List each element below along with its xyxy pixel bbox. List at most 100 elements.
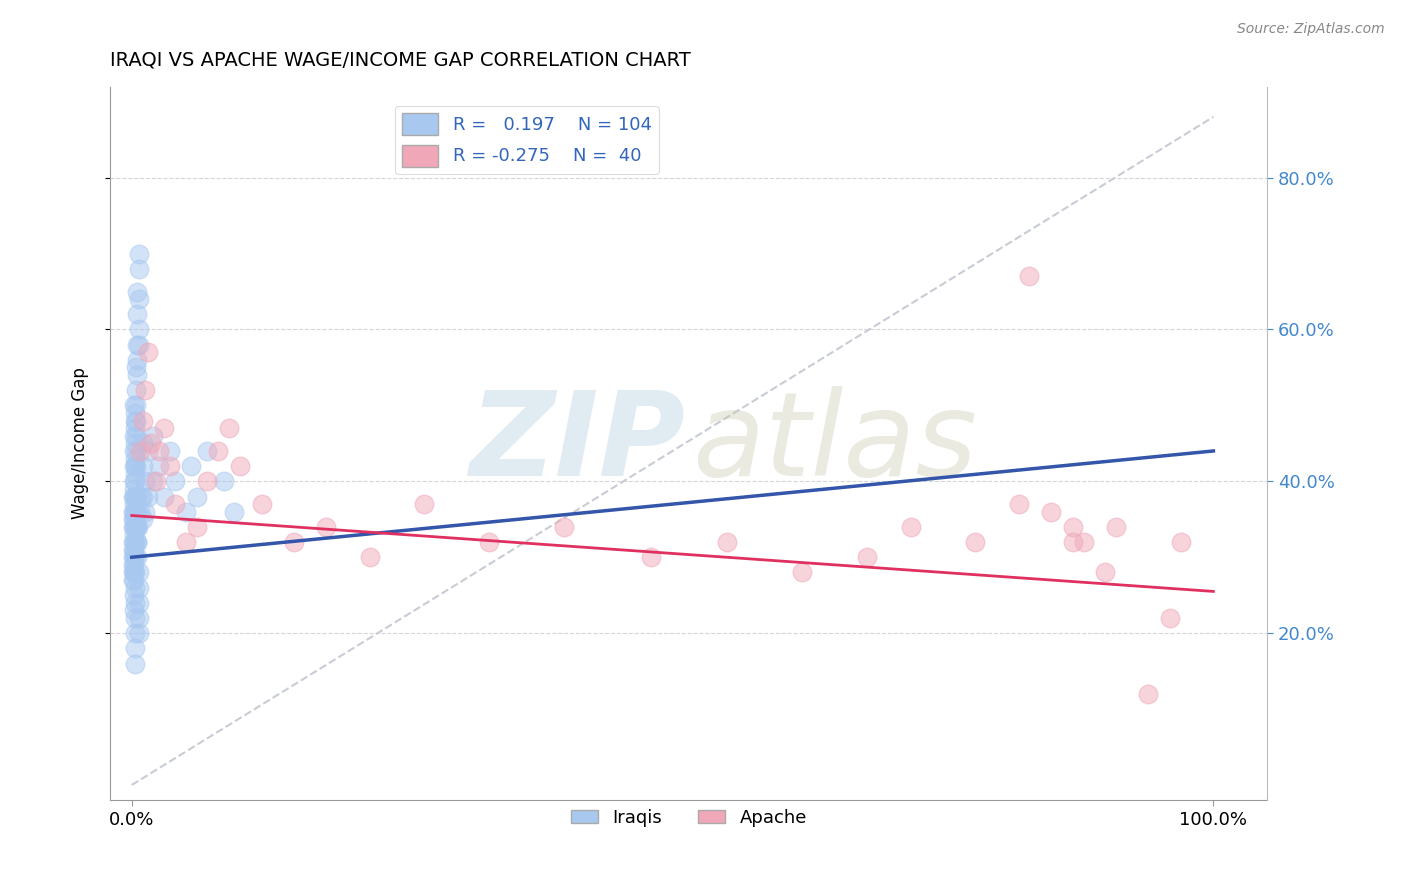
Point bbox=[640, 550, 662, 565]
Point bbox=[478, 535, 501, 549]
Point bbox=[122, 535, 145, 549]
Point bbox=[186, 490, 208, 504]
Point bbox=[124, 520, 146, 534]
Point bbox=[122, 588, 145, 602]
Text: atlas: atlas bbox=[692, 386, 977, 500]
Point bbox=[122, 573, 145, 587]
Point bbox=[122, 444, 145, 458]
Point bbox=[131, 490, 153, 504]
Point bbox=[142, 429, 165, 443]
Y-axis label: Wage/Income Gap: Wage/Income Gap bbox=[72, 368, 89, 519]
Point bbox=[1062, 535, 1084, 549]
Point bbox=[1062, 520, 1084, 534]
Point bbox=[174, 505, 197, 519]
Point bbox=[127, 352, 149, 367]
Point bbox=[127, 368, 149, 382]
Point bbox=[131, 490, 153, 504]
Point bbox=[121, 512, 143, 526]
Point bbox=[142, 475, 165, 489]
Point bbox=[129, 444, 152, 458]
Point bbox=[122, 566, 145, 580]
Point bbox=[127, 337, 149, 351]
Point bbox=[134, 475, 156, 489]
Point bbox=[124, 505, 146, 519]
Point bbox=[128, 337, 150, 351]
Point bbox=[125, 520, 148, 534]
Point bbox=[856, 550, 879, 565]
Point bbox=[122, 558, 145, 572]
Point bbox=[131, 414, 153, 428]
Point bbox=[128, 566, 150, 580]
Point bbox=[124, 467, 146, 481]
Point bbox=[141, 436, 163, 450]
Point bbox=[121, 535, 143, 549]
Point bbox=[412, 497, 434, 511]
Point bbox=[125, 459, 148, 474]
Point bbox=[134, 383, 156, 397]
Point bbox=[121, 505, 143, 519]
Point bbox=[127, 307, 149, 321]
Point bbox=[1008, 497, 1031, 511]
Point bbox=[124, 451, 146, 466]
Point bbox=[1170, 535, 1192, 549]
Point bbox=[124, 596, 146, 610]
Point bbox=[207, 444, 229, 458]
Point bbox=[124, 641, 146, 656]
Point bbox=[153, 490, 176, 504]
Point bbox=[127, 520, 149, 534]
Point bbox=[124, 581, 146, 595]
Point bbox=[124, 550, 146, 565]
Point bbox=[122, 398, 145, 412]
Point bbox=[186, 520, 208, 534]
Point bbox=[128, 246, 150, 260]
Point bbox=[122, 482, 145, 496]
Point bbox=[125, 444, 148, 458]
Text: IRAQI VS APACHE WAGE/INCOME GAP CORRELATION CHART: IRAQI VS APACHE WAGE/INCOME GAP CORRELAT… bbox=[110, 51, 690, 70]
Point bbox=[121, 550, 143, 565]
Text: ZIP: ZIP bbox=[470, 386, 685, 501]
Point bbox=[121, 490, 143, 504]
Point bbox=[250, 497, 273, 511]
Point bbox=[124, 459, 146, 474]
Point bbox=[124, 611, 146, 625]
Point bbox=[128, 596, 150, 610]
Point bbox=[124, 406, 146, 420]
Point bbox=[145, 475, 167, 489]
Point bbox=[127, 535, 149, 549]
Point bbox=[131, 436, 153, 450]
Point bbox=[174, 535, 197, 549]
Point bbox=[224, 505, 246, 519]
Point bbox=[122, 490, 145, 504]
Point bbox=[122, 603, 145, 617]
Point bbox=[128, 261, 150, 276]
Point bbox=[283, 535, 305, 549]
Point bbox=[128, 581, 150, 595]
Point bbox=[121, 573, 143, 587]
Point bbox=[122, 429, 145, 443]
Point bbox=[1073, 535, 1095, 549]
Point bbox=[127, 550, 149, 565]
Point bbox=[1159, 611, 1181, 625]
Point bbox=[180, 459, 202, 474]
Point bbox=[124, 566, 146, 580]
Point bbox=[122, 527, 145, 541]
Point bbox=[128, 611, 150, 625]
Point bbox=[121, 566, 143, 580]
Point bbox=[127, 490, 149, 504]
Point bbox=[124, 421, 146, 435]
Point bbox=[148, 459, 170, 474]
Point bbox=[122, 550, 145, 565]
Point bbox=[359, 550, 381, 565]
Point bbox=[124, 475, 146, 489]
Point bbox=[122, 459, 145, 474]
Point bbox=[163, 497, 186, 511]
Text: Source: ZipAtlas.com: Source: ZipAtlas.com bbox=[1237, 22, 1385, 37]
Point bbox=[136, 490, 159, 504]
Point bbox=[124, 436, 146, 450]
Point bbox=[122, 542, 145, 557]
Point bbox=[124, 414, 146, 428]
Point bbox=[124, 535, 146, 549]
Point bbox=[121, 520, 143, 534]
Point bbox=[218, 421, 240, 435]
Point bbox=[122, 520, 145, 534]
